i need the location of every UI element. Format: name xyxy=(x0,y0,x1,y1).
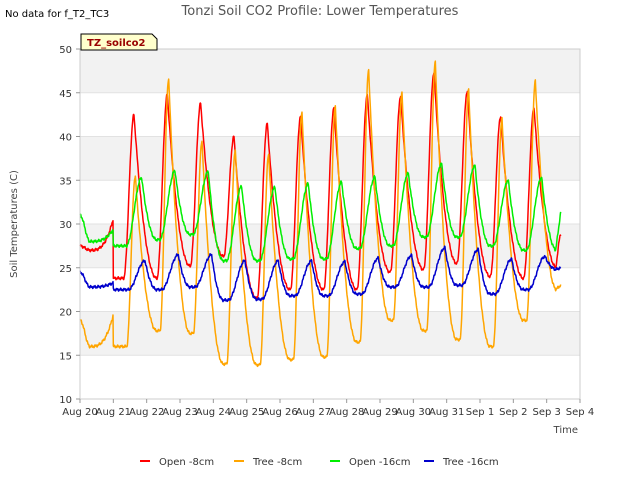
plot-band xyxy=(80,49,580,93)
x-tick-label: Sep 3 xyxy=(532,407,560,418)
x-tick-label: Aug 21 xyxy=(96,407,131,418)
legend-label-tree-16cm: Tree -16cm xyxy=(442,457,499,468)
legend-label-open-8cm: Open -8cm xyxy=(159,457,214,468)
series-line-open-16cm xyxy=(79,162,562,264)
x-tick-label: Aug 27 xyxy=(296,407,331,418)
y-tick-label: 25 xyxy=(59,264,72,275)
y-axis-ticks: 10 15 20 25 30 35 40 45 50 xyxy=(59,45,80,406)
x-tick-label: Aug 28 xyxy=(329,407,364,418)
y-tick-label: 10 xyxy=(59,395,72,406)
no-data-note: No data for f_T2_TC3 xyxy=(5,9,109,20)
x-tick-label: Aug 30 xyxy=(396,407,431,418)
y-tick-label: 20 xyxy=(59,308,72,319)
x-tick-label: Aug 25 xyxy=(229,407,264,418)
series-line-tree-16cm xyxy=(79,245,562,303)
y-tick-label: 15 xyxy=(59,351,72,362)
y-tick-label: 50 xyxy=(59,45,72,56)
x-tick-label: Aug 22 xyxy=(129,407,164,418)
x-tick-label: Sep 1 xyxy=(466,407,494,418)
site-badge: TZ_soilco2 xyxy=(80,33,158,51)
x-tick-label: Aug 24 xyxy=(196,407,231,418)
y-axis-title: Soil Temperatures (C) xyxy=(9,170,20,278)
y-tick-label: 45 xyxy=(59,89,72,100)
y-tick-label: 40 xyxy=(59,133,72,144)
x-tick-label: Aug 26 xyxy=(262,407,297,418)
y-tick-label: 30 xyxy=(59,220,72,231)
x-tick-label: Aug 23 xyxy=(162,407,197,418)
site-badge-label: TZ_soilco2 xyxy=(87,38,146,49)
x-tick-label: Aug 31 xyxy=(429,407,464,418)
x-tick-label: Aug 29 xyxy=(362,407,397,418)
x-tick-label: Aug 20 xyxy=(62,407,97,418)
x-tick-label: Sep 2 xyxy=(499,407,527,418)
series-line-tree-8cm xyxy=(79,60,562,368)
legend-label-open-16cm: Open -16cm xyxy=(349,457,410,468)
legend: Open -8cm Tree -8cm Open -16cm Tree -16cm xyxy=(140,457,499,468)
x-axis-title: Time xyxy=(553,425,578,436)
y-tick-label: 35 xyxy=(59,176,72,187)
x-tick-label: Sep 4 xyxy=(566,407,594,418)
site-badge-box xyxy=(80,33,158,51)
series-lines xyxy=(79,60,562,368)
chart-title: Tonzi Soil CO2 Profile: Lower Temperatur… xyxy=(181,4,459,19)
legend-label-tree-8cm: Tree -8cm xyxy=(252,457,302,468)
plot-band xyxy=(80,311,580,356)
